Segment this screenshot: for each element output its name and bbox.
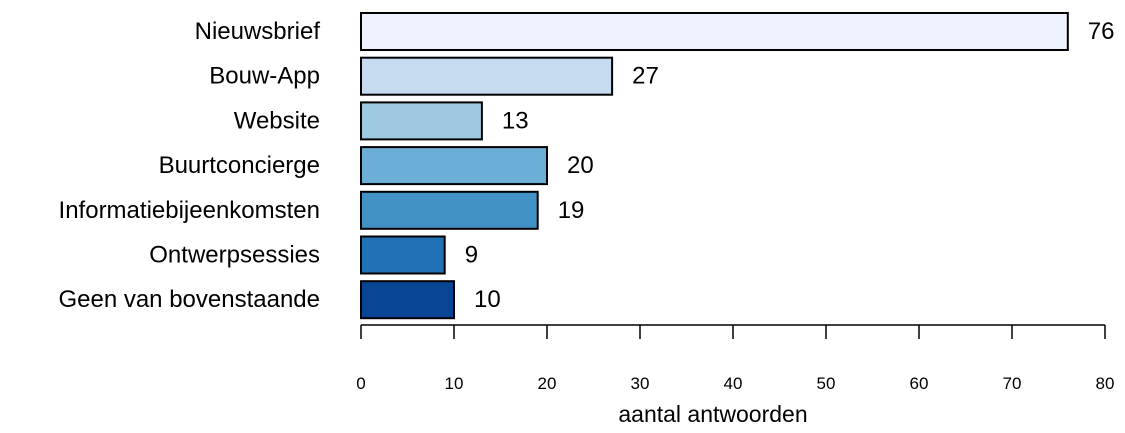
- bar: [360, 235, 446, 275]
- category-labels: Nieuwsbrief Bouw-App Website Buurtconcierge…: [58, 18, 320, 313]
- value-label: 20: [567, 152, 594, 179]
- category-label: Website: [234, 107, 320, 134]
- x-tick-label: 0: [356, 374, 365, 393]
- bar: [360, 190, 539, 230]
- x-tick-label: 20: [538, 374, 557, 393]
- category-label: Geen van bovenstaande: [58, 286, 320, 313]
- bar: [360, 12, 1069, 51]
- value-label: 19: [558, 197, 585, 224]
- x-tick-label: 70: [1003, 374, 1022, 393]
- bar: [360, 101, 483, 141]
- value-label: 76: [1088, 18, 1115, 45]
- x-tick-label: 50: [817, 374, 836, 393]
- category-label: Bouw-App: [209, 63, 320, 90]
- x-tick-label: 30: [631, 374, 650, 393]
- x-tick-label: 60: [910, 374, 929, 393]
- x-tick-label: 80: [1096, 374, 1115, 393]
- value-label: 27: [632, 63, 659, 90]
- x-tick-label: 40: [724, 374, 743, 393]
- x-axis: 0 10 20 30 40 50 60 70 80: [356, 324, 1115, 393]
- value-label: 13: [502, 107, 529, 134]
- category-label: Ontwerpsessies: [149, 242, 320, 269]
- category-label: Informatiebijeenkomsten: [59, 197, 320, 224]
- bars-layer: [360, 12, 1069, 320]
- x-axis-title: aantal antwoorden: [618, 401, 807, 427]
- category-label: Nieuwsbrief: [195, 18, 321, 45]
- bar: [360, 56, 614, 96]
- value-labels: 76 27 13 20 19 9 10: [465, 18, 1115, 313]
- value-label: 10: [474, 286, 501, 313]
- bar: [360, 280, 455, 320]
- bar: [360, 146, 548, 186]
- category-label: Buurtconcierge: [159, 152, 320, 179]
- value-label: 9: [465, 242, 478, 269]
- x-tick-label: 10: [445, 374, 464, 393]
